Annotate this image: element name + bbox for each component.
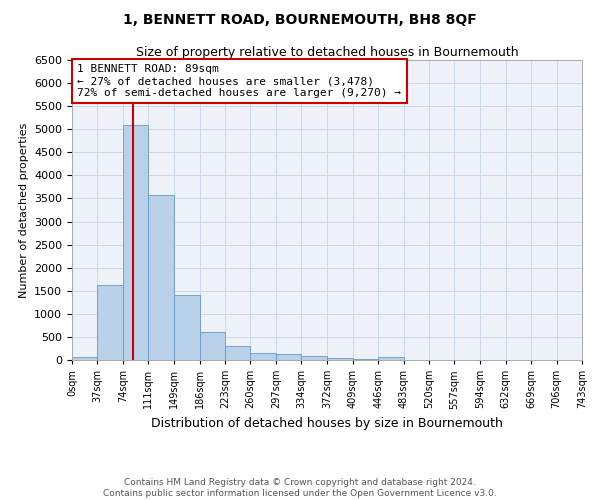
Y-axis label: Number of detached properties: Number of detached properties: [19, 122, 29, 298]
Text: Contains HM Land Registry data © Crown copyright and database right 2024.
Contai: Contains HM Land Registry data © Crown c…: [103, 478, 497, 498]
Bar: [97, 285, 123, 360]
Bar: [123, 124, 148, 360]
Bar: [353, 358, 378, 360]
Bar: [250, 353, 276, 360]
Bar: [301, 356, 326, 360]
Title: Size of property relative to detached houses in Bournemouth: Size of property relative to detached ho…: [136, 46, 518, 59]
Bar: [276, 354, 301, 360]
Bar: [225, 346, 250, 360]
X-axis label: Distribution of detached houses by size in Bournemouth: Distribution of detached houses by size …: [151, 417, 503, 430]
Bar: [200, 332, 225, 360]
Bar: [148, 195, 173, 360]
Text: 1 BENNETT ROAD: 89sqm
← 27% of detached houses are smaller (3,478)
72% of semi-d: 1 BENNETT ROAD: 89sqm ← 27% of detached …: [77, 64, 401, 98]
Text: 1, BENNETT ROAD, BOURNEMOUTH, BH8 8QF: 1, BENNETT ROAD, BOURNEMOUTH, BH8 8QF: [123, 12, 477, 26]
Bar: [328, 358, 353, 360]
Bar: [72, 356, 97, 360]
Bar: [378, 358, 404, 360]
Bar: [174, 296, 200, 360]
